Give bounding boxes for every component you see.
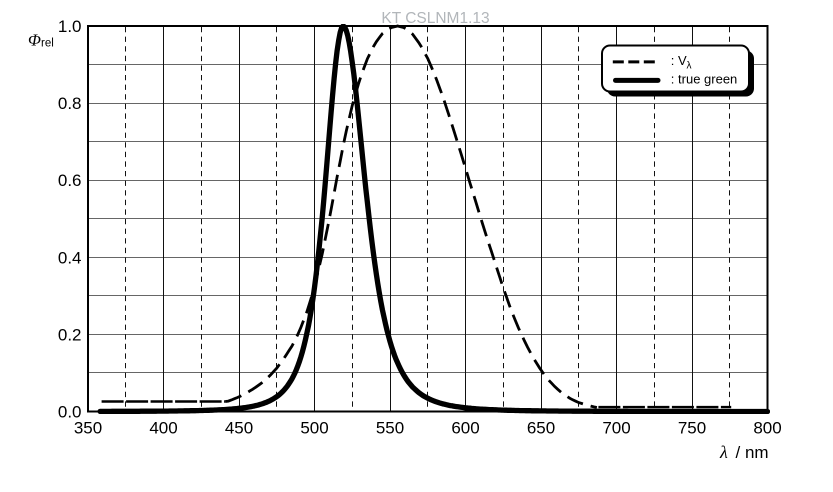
svg-text:0.8: 0.8 <box>58 94 82 113</box>
svg-text:400: 400 <box>149 419 177 438</box>
svg-text:: true green: : true green <box>671 72 738 87</box>
svg-text:rel: rel <box>41 38 54 50</box>
svg-text:450: 450 <box>225 419 253 438</box>
svg-text:λ: λ <box>687 61 692 72</box>
svg-text:0.0: 0.0 <box>58 403 82 422</box>
svg-text:600: 600 <box>451 419 479 438</box>
svg-text:0.6: 0.6 <box>58 171 82 190</box>
svg-text:KT CSLNM1.13: KT CSLNM1.13 <box>381 10 489 27</box>
svg-text:500: 500 <box>300 419 328 438</box>
svg-text:700: 700 <box>602 419 630 438</box>
svg-text:550: 550 <box>376 419 404 438</box>
svg-text:350: 350 <box>74 419 102 438</box>
svg-text:: V: : V <box>671 53 687 68</box>
svg-text:1.0: 1.0 <box>58 17 82 36</box>
svg-text:750: 750 <box>678 419 706 438</box>
svg-text:0.2: 0.2 <box>58 325 82 344</box>
svg-text:800: 800 <box>753 419 781 438</box>
svg-text:/ nm: / nm <box>736 443 769 462</box>
svg-text:0.4: 0.4 <box>58 248 82 267</box>
svg-text:650: 650 <box>527 419 555 438</box>
svg-text:Φ: Φ <box>28 31 41 50</box>
svg-text:λ: λ <box>719 442 728 462</box>
